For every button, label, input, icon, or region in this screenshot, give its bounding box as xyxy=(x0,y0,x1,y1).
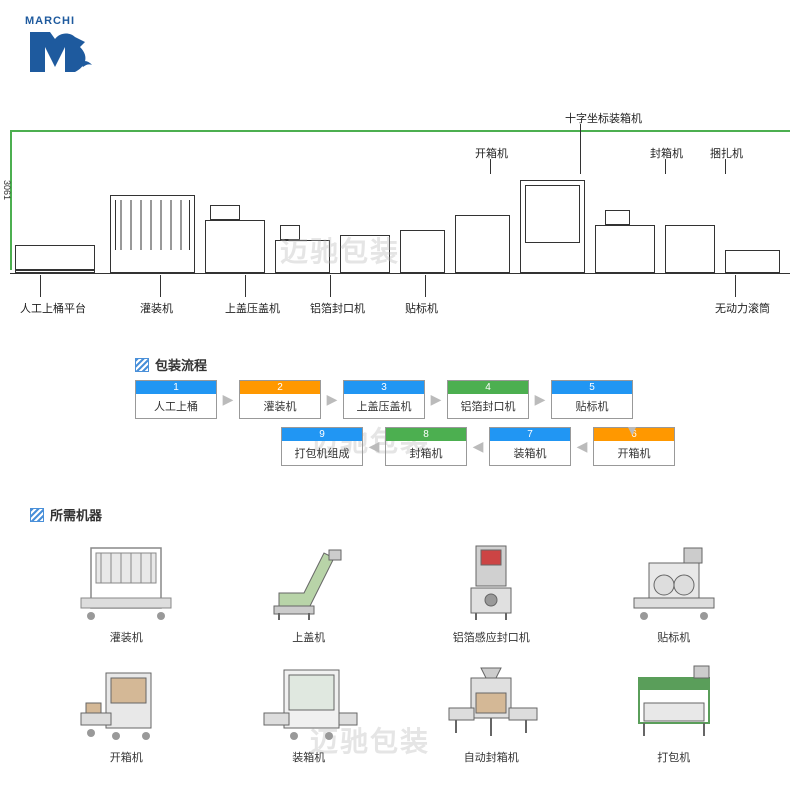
flow-step: 4铝箔封口机 xyxy=(447,380,529,419)
flow-arrow-icon: ▶ xyxy=(217,390,239,410)
flow-step-number: 8 xyxy=(386,428,466,441)
schematic-label: 无动力滚筒 xyxy=(715,300,770,316)
schematic-label: 上盖压盖机 xyxy=(225,300,280,316)
schematic-label: 开箱机 xyxy=(475,145,508,161)
flow-step: 8封箱机 xyxy=(385,427,467,466)
machine-item: 上盖机 xyxy=(233,535,386,645)
machine-illustration xyxy=(71,655,181,745)
machine-illustration xyxy=(71,535,181,625)
schematic-label: 十字坐标装箱机 xyxy=(565,110,642,126)
section-title: 包装流程 xyxy=(155,355,207,374)
flow-arrow-icon: ◀ xyxy=(363,437,385,457)
flow-step-number: 9 xyxy=(282,428,362,441)
machine-caption: 贴标机 xyxy=(657,629,690,645)
flow-step-label: 人工上桶 xyxy=(152,394,200,418)
machine-item: 开箱机 xyxy=(50,655,203,765)
schematic-label: 灌装机 xyxy=(140,300,173,316)
machines-section-header: 所需机器 xyxy=(30,505,102,524)
flow-step-label: 打包机组成 xyxy=(293,441,352,465)
flow-step: 2灌装机 xyxy=(239,380,321,419)
machine-item: 打包机 xyxy=(598,655,751,765)
machine-caption: 上盖机 xyxy=(292,629,325,645)
flow-step-label: 灌装机 xyxy=(262,394,299,418)
machine-caption: 装箱机 xyxy=(292,749,325,765)
logo-text: MARCHI xyxy=(25,15,95,27)
flow-arrow-icon: ▶ xyxy=(425,390,447,410)
section-icon xyxy=(30,508,44,522)
flow-arrow-icon: ▶ xyxy=(321,390,343,410)
flow-arrow-icon: ▶ xyxy=(529,390,551,410)
flow-step-number: 2 xyxy=(240,381,320,394)
flow-step: 5贴标机 xyxy=(551,380,633,419)
schematic-label: 人工上桶平台 xyxy=(20,300,86,316)
flow-diagram: 1人工上桶▶2灌装机▶3上盖压盖机▶4铝箔封口机▶5贴标机 ▼ 9打包机组成◀8… xyxy=(135,380,675,474)
flow-arrow-icon: ◀ xyxy=(571,437,593,457)
flow-step-number: 3 xyxy=(344,381,424,394)
schematic-label: 铝箔封口机 xyxy=(310,300,365,316)
schematic-label: 贴标机 xyxy=(405,300,438,316)
flow-arrow-icon: ◀ xyxy=(467,437,489,457)
flow-step-number: 7 xyxy=(490,428,570,441)
schematic-label: 封箱机 xyxy=(650,145,683,161)
brand-logo: MARCHI xyxy=(25,15,95,77)
flow-step-number: 4 xyxy=(448,381,528,394)
logo-icon xyxy=(25,27,95,77)
machine-item: 自动封箱机 xyxy=(415,655,568,765)
machine-illustration xyxy=(254,535,364,625)
machine-caption: 铝箔感应封口机 xyxy=(453,629,530,645)
machine-item: 贴标机 xyxy=(598,535,751,645)
flow-section-header: 包装流程 xyxy=(135,355,207,374)
schematic-label: 捆扎机 xyxy=(710,145,743,161)
machine-illustration xyxy=(436,655,546,745)
flow-step-label: 贴标机 xyxy=(574,394,611,418)
machine-illustration xyxy=(619,535,729,625)
machine-caption: 灌装机 xyxy=(110,629,143,645)
flow-step-label: 开箱机 xyxy=(616,441,653,465)
production-line-schematic: 3061 十字坐标装箱机开箱机封箱机捆扎机 人工上桶平台灌装机上盖压盖机铝箔封口… xyxy=(10,130,790,310)
machine-illustration xyxy=(619,655,729,745)
section-title: 所需机器 xyxy=(50,505,102,524)
machine-caption: 自动封箱机 xyxy=(464,749,519,765)
machine-illustration xyxy=(254,655,364,745)
flow-step: 1人工上桶 xyxy=(135,380,217,419)
flow-step: 7装箱机 xyxy=(489,427,571,466)
flow-step-label: 装箱机 xyxy=(512,441,549,465)
flow-arrow-down-icon: ▼ xyxy=(625,422,639,438)
machine-outlines xyxy=(10,175,790,285)
flow-step-number: 1 xyxy=(136,381,216,394)
section-icon xyxy=(135,358,149,372)
machine-item: 灌装机 xyxy=(50,535,203,645)
flow-step-label: 上盖压盖机 xyxy=(355,394,414,418)
flow-step-label: 封箱机 xyxy=(408,441,445,465)
machine-caption: 打包机 xyxy=(657,749,690,765)
flow-step-label: 铝箔封口机 xyxy=(459,394,518,418)
flow-step-number: 5 xyxy=(552,381,632,394)
flow-step: 9打包机组成 xyxy=(281,427,363,466)
machine-item: 装箱机 xyxy=(233,655,386,765)
machines-grid: 灌装机 上盖机 铝箔感应封口机 贴标机开箱机 装箱机 自动封箱机 打包机 xyxy=(50,535,750,765)
machine-item: 铝箔感应封口机 xyxy=(415,535,568,645)
flow-step: 3上盖压盖机 xyxy=(343,380,425,419)
machine-caption: 开箱机 xyxy=(110,749,143,765)
machine-illustration xyxy=(436,535,546,625)
